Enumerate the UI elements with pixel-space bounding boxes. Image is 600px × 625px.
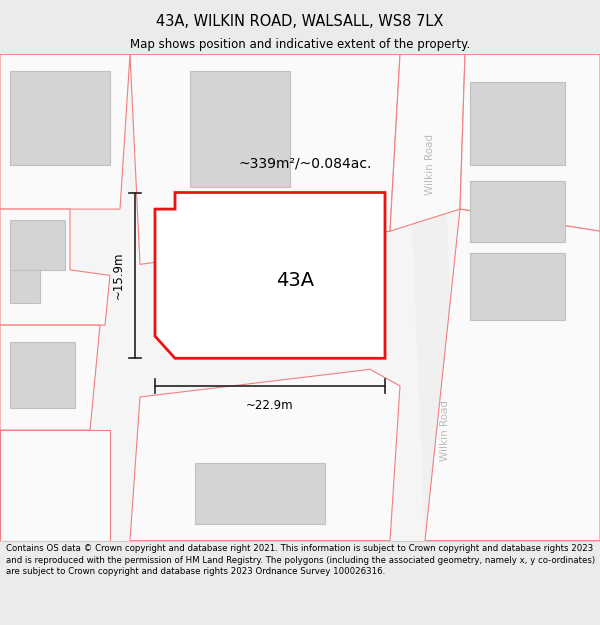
Bar: [10, 71, 110, 165]
Polygon shape: [155, 192, 385, 358]
Text: Contains OS data © Crown copyright and database right 2021. This information is : Contains OS data © Crown copyright and d…: [6, 544, 595, 576]
Text: ~22.9m: ~22.9m: [246, 399, 294, 412]
Polygon shape: [130, 54, 400, 264]
Bar: [10, 270, 40, 303]
Text: ~15.9m: ~15.9m: [112, 252, 125, 299]
Text: 43A, WILKIN ROAD, WALSALL, WS8 7LX: 43A, WILKIN ROAD, WALSALL, WS8 7LX: [157, 14, 443, 29]
Bar: [10, 342, 75, 408]
Bar: [470, 253, 565, 319]
Polygon shape: [405, 54, 460, 541]
Polygon shape: [0, 209, 110, 325]
Text: 43A: 43A: [276, 271, 314, 291]
Polygon shape: [460, 54, 600, 231]
Polygon shape: [130, 369, 400, 541]
Text: Map shows position and indicative extent of the property.: Map shows position and indicative extent…: [130, 38, 470, 51]
Polygon shape: [0, 430, 110, 541]
Text: Wilkin Road: Wilkin Road: [440, 399, 450, 461]
Bar: [470, 181, 565, 243]
Bar: [175, 231, 235, 336]
Text: Wilkin Road: Wilkin Road: [425, 134, 435, 196]
Bar: [470, 82, 565, 165]
Polygon shape: [425, 209, 600, 541]
Polygon shape: [390, 54, 465, 231]
Bar: [10, 220, 65, 270]
Text: ~339m²/~0.084ac.: ~339m²/~0.084ac.: [238, 156, 371, 171]
Polygon shape: [0, 54, 130, 209]
Bar: [190, 71, 290, 187]
Polygon shape: [0, 325, 100, 430]
Bar: [195, 463, 325, 524]
